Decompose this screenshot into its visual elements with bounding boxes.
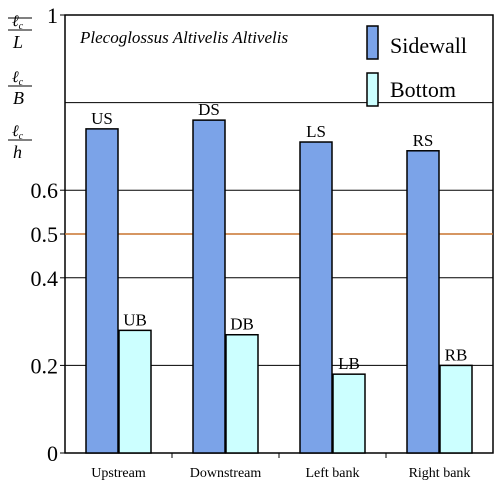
y-label-subscript: c: [19, 21, 24, 32]
bar-sidewall-upstream: [85, 128, 119, 454]
y-label-numerator: ℓc: [12, 13, 24, 32]
x-tick-label: Upstream: [91, 466, 146, 481]
bar-label: DB: [230, 315, 254, 334]
y-label-fraction: ℓch: [8, 123, 32, 162]
legend-label-bottom: Bottom: [390, 77, 456, 102]
y-label-denominator: L: [12, 32, 23, 52]
x-axis: Upstream Downstream Left bank Right bank: [91, 453, 470, 481]
y-tick-label: 0.6: [31, 178, 59, 203]
bar-bottom-downstream: [225, 333, 259, 454]
legend-swatch-bottom: [366, 72, 379, 107]
y-axis: 0 0.2 0.4 0.5 0.6 1: [31, 3, 65, 466]
y-label-subscript: c: [19, 131, 24, 142]
y-label-fraction: ℓcL: [8, 13, 32, 52]
x-tick-label: Downstream: [190, 466, 262, 481]
bar-label: US: [91, 109, 113, 128]
x-tick-label: Right bank: [409, 466, 471, 481]
bars: US UB DS DB LS LB RS RB: [85, 100, 473, 454]
bar-bottom-upstream: [118, 329, 152, 454]
y-tick-label: 0: [47, 441, 58, 466]
bar-label: RS: [413, 131, 434, 150]
bar-sidewall-right-bank: [406, 150, 440, 454]
y-label-subscript: c: [19, 77, 24, 88]
y-label-fraction: ℓcB: [8, 69, 32, 108]
bar-sidewall-downstream: [192, 119, 226, 454]
bar-sidewall-left-bank: [299, 141, 333, 454]
y-label-numerator: ℓc: [12, 123, 24, 142]
y-label-denominator: B: [13, 88, 24, 108]
bar-label: UB: [123, 310, 147, 329]
y-tick-label: 0.4: [31, 266, 59, 291]
bar-bottom-right-bank: [439, 364, 473, 454]
chart-title: Plecoglossus Altivelis Altivelis: [79, 28, 288, 47]
bar-label: DS: [198, 100, 220, 119]
bar-label: LS: [306, 122, 326, 141]
bar-bottom-left-bank: [332, 373, 366, 454]
y-label-denominator: h: [13, 142, 22, 162]
bar-label: LB: [338, 354, 360, 373]
y-label-numerator: ℓc: [12, 69, 24, 88]
y-tick-label: 1: [47, 3, 58, 28]
y-tick-label: 0.2: [31, 353, 59, 378]
legend-swatch-sidewall: [366, 25, 379, 60]
legend: Sidewall Bottom: [366, 25, 467, 107]
x-tick-label: Left bank: [305, 466, 359, 481]
legend-label-sidewall: Sidewall: [390, 33, 467, 58]
bar-label: RB: [445, 345, 468, 364]
y-tick-label: 0.5: [31, 222, 59, 247]
